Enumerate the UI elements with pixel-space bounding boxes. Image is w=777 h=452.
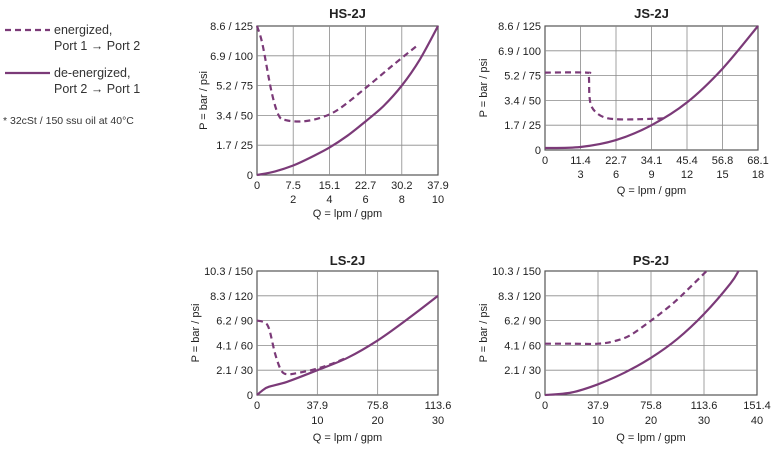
x-axis-label: Q = lpm / gpm xyxy=(313,432,382,444)
x-tick-label-lpm: 68.1 xyxy=(747,155,768,167)
x-tick-label-gpm: 40 xyxy=(751,415,763,427)
x-tick-label-lpm: 22.7 xyxy=(355,180,376,192)
x-tick-label-lpm: 11.4 xyxy=(570,155,591,167)
x-tick-label-gpm: 20 xyxy=(645,415,657,427)
y-axis-label: P = bar / psi xyxy=(478,304,490,363)
x-tick-label-gpm: 30 xyxy=(432,415,444,427)
y-tick-label: 8.3 / 120 xyxy=(498,291,541,303)
x-tick-label-gpm: 30 xyxy=(698,415,710,427)
x-tick-label-gpm: 9 xyxy=(648,169,654,181)
y-tick-label: 0 xyxy=(535,145,541,157)
x-tick-label-gpm: 20 xyxy=(372,415,384,427)
legend-energized-ports: Port 1 → Port 2 xyxy=(54,39,140,53)
x-axis-label: Q = lpm / gpm xyxy=(617,185,686,197)
x-tick-label-lpm: 22.7 xyxy=(605,155,626,167)
x-tick-label-lpm: 56.8 xyxy=(712,155,733,167)
y-tick-label: 10.3 / 150 xyxy=(492,266,541,278)
x-tick-label-gpm: 10 xyxy=(592,415,604,427)
y-tick-label: 1.7 / 25 xyxy=(504,120,541,132)
energized-curve xyxy=(544,71,664,121)
y-axis-label: P = bar / psi xyxy=(198,71,210,130)
x-tick-label-gpm: 10 xyxy=(311,415,323,427)
energized-curve xyxy=(545,270,708,346)
y-tick-label: 4.1 / 60 xyxy=(504,340,541,352)
x-tick-label-lpm: 113.6 xyxy=(691,400,718,412)
deenergized-curve xyxy=(256,25,439,177)
y-tick-label: 6.2 / 90 xyxy=(216,316,253,328)
y-tick-label: 4.1 / 60 xyxy=(216,340,253,352)
legend-deenergized-label: de-energized, xyxy=(54,66,130,80)
x-tick-label-lpm: 0 xyxy=(254,180,260,192)
x-axis-label: Q = lpm / gpm xyxy=(616,432,685,444)
y-tick-label: 8.6 / 125 xyxy=(210,21,253,33)
x-tick-label-lpm: 37.9 xyxy=(307,400,328,412)
legend-energized-label: energized, xyxy=(54,23,112,37)
chart-title: HS-2J xyxy=(329,6,366,21)
x-tick-label-lpm: 0 xyxy=(542,400,548,412)
y-tick-label: 6.9 / 100 xyxy=(498,46,541,58)
x-tick-label-gpm: 10 xyxy=(432,194,444,206)
x-tick-label-lpm: 0 xyxy=(542,155,548,167)
y-tick-label: 1.7 / 25 xyxy=(216,140,253,152)
oil-note: * 32cSt / 150 ssu oil at 40°C xyxy=(3,115,134,127)
y-tick-label: 8.3 / 120 xyxy=(210,291,253,303)
x-tick-label-lpm: 30.2 xyxy=(391,180,412,192)
x-tick-label-lpm: 7.5 xyxy=(286,180,301,192)
x-tick-label-lpm: 37.9 xyxy=(587,400,608,412)
x-tick-label-lpm: 34.1 xyxy=(641,155,662,167)
x-tick-label-lpm: 75.8 xyxy=(367,400,388,412)
deenergized-curve xyxy=(256,294,439,396)
x-tick-label-lpm: 113.6 xyxy=(425,400,452,412)
chart-title: PS-2J xyxy=(633,253,669,268)
x-tick-label-gpm: 6 xyxy=(363,194,369,206)
plot-frame xyxy=(256,25,439,176)
plot-frame xyxy=(256,270,439,396)
chart-hs-2j: HS-2J 0 1.7 / 25 3.4 / 50 5.2 / 75 6.9 / 100 8… xyxy=(198,6,449,220)
x-tick-label-lpm: 37.9 xyxy=(427,180,448,192)
y-tick-label: 3.4 / 50 xyxy=(504,95,541,107)
x-tick-label-gpm: 8 xyxy=(399,194,405,206)
chart-title: LS-2J xyxy=(330,253,365,268)
legend-deenergized-ports: Port 2 → Port 1 xyxy=(54,82,140,96)
x-tick-label-lpm: 0 xyxy=(254,400,260,412)
y-axis-label: P = bar / psi xyxy=(190,304,202,363)
deenergized-curve xyxy=(544,270,740,397)
deenergized-curve xyxy=(544,25,759,150)
x-tick-label-gpm: 15 xyxy=(716,169,728,181)
chart-ls-2j: LS-2J 0 2.1 / 30 4.1 / 60 6.2 / 90 8.3 / 120 1… xyxy=(190,253,451,444)
x-tick-label-lpm: 15.1 xyxy=(319,180,340,192)
y-tick-label: 2.1 / 30 xyxy=(504,365,541,377)
x-tick-label-gpm: 4 xyxy=(326,194,332,206)
x-tick-label-lpm: 75.8 xyxy=(640,400,661,412)
y-tick-label: 0 xyxy=(247,170,253,182)
y-tick-label: 3.4 / 50 xyxy=(216,110,253,122)
x-tick-label-lpm: 45.4 xyxy=(676,155,697,167)
y-tick-label: 0 xyxy=(535,390,541,402)
y-tick-label: 6.9 / 100 xyxy=(210,51,253,63)
chart-title: JS-2J xyxy=(634,6,669,21)
y-tick-label: 0 xyxy=(247,390,253,402)
x-tick-label-lpm: 151.4 xyxy=(743,400,771,412)
y-tick-label: 5.2 / 75 xyxy=(504,71,541,83)
y-tick-label: 2.1 / 30 xyxy=(216,365,253,377)
x-tick-label-gpm: 18 xyxy=(752,169,764,181)
y-tick-label: 6.2 / 90 xyxy=(504,316,541,328)
chart-js-2j: JS-2J 0 1.7 / 25 3.4 / 50 5.2 / 75 6.9 / 100 8… xyxy=(478,6,769,197)
y-tick-label: 8.6 / 125 xyxy=(498,21,541,33)
x-tick-label-gpm: 12 xyxy=(681,169,693,181)
x-tick-label-gpm: 6 xyxy=(613,169,619,181)
energized-curve xyxy=(255,25,417,123)
y-tick-label: 10.3 / 150 xyxy=(204,266,253,278)
y-axis-label: P = bar / psi xyxy=(478,59,490,118)
x-tick-label-gpm: 2 xyxy=(290,194,296,206)
legend: energized, Port 1 → Port 2 de-energized,… xyxy=(3,23,140,127)
chart-ps-2j: PS-2J 0 2.1 / 30 4.1 / 60 6.2 / 90 8.3 / 120 1… xyxy=(478,253,771,444)
x-tick-label-gpm: 3 xyxy=(577,169,583,181)
y-tick-label: 5.2 / 75 xyxy=(216,81,253,93)
x-axis-label: Q = lpm / gpm xyxy=(313,208,382,220)
